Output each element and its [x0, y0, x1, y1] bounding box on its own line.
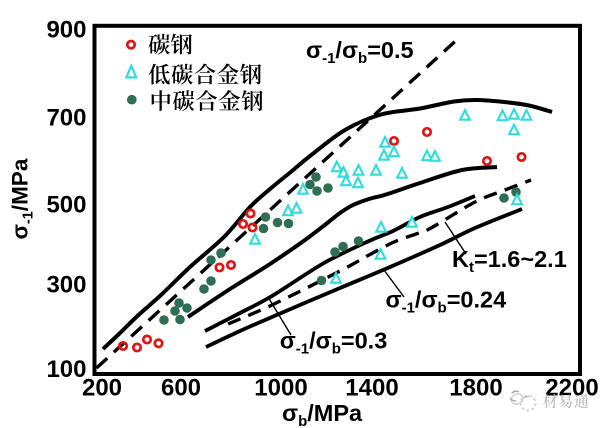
svg-text:600: 600 [161, 375, 201, 402]
svg-text:100: 100 [46, 356, 86, 383]
svg-text:σ-1/MPa: σ-1/MPa [8, 158, 37, 239]
svg-text:900: 900 [46, 17, 86, 44]
svg-text:300: 300 [46, 272, 86, 299]
svg-text:500: 500 [46, 192, 86, 219]
svg-text:1800: 1800 [449, 375, 502, 402]
svg-text:σb/MPa: σb/MPa [282, 400, 363, 428]
svg-text:700: 700 [46, 105, 86, 132]
svg-text:200: 200 [82, 375, 122, 402]
svg-text:2200: 2200 [545, 375, 598, 402]
svg-text:1000: 1000 [254, 375, 307, 402]
svg-text:1400: 1400 [345, 375, 398, 402]
